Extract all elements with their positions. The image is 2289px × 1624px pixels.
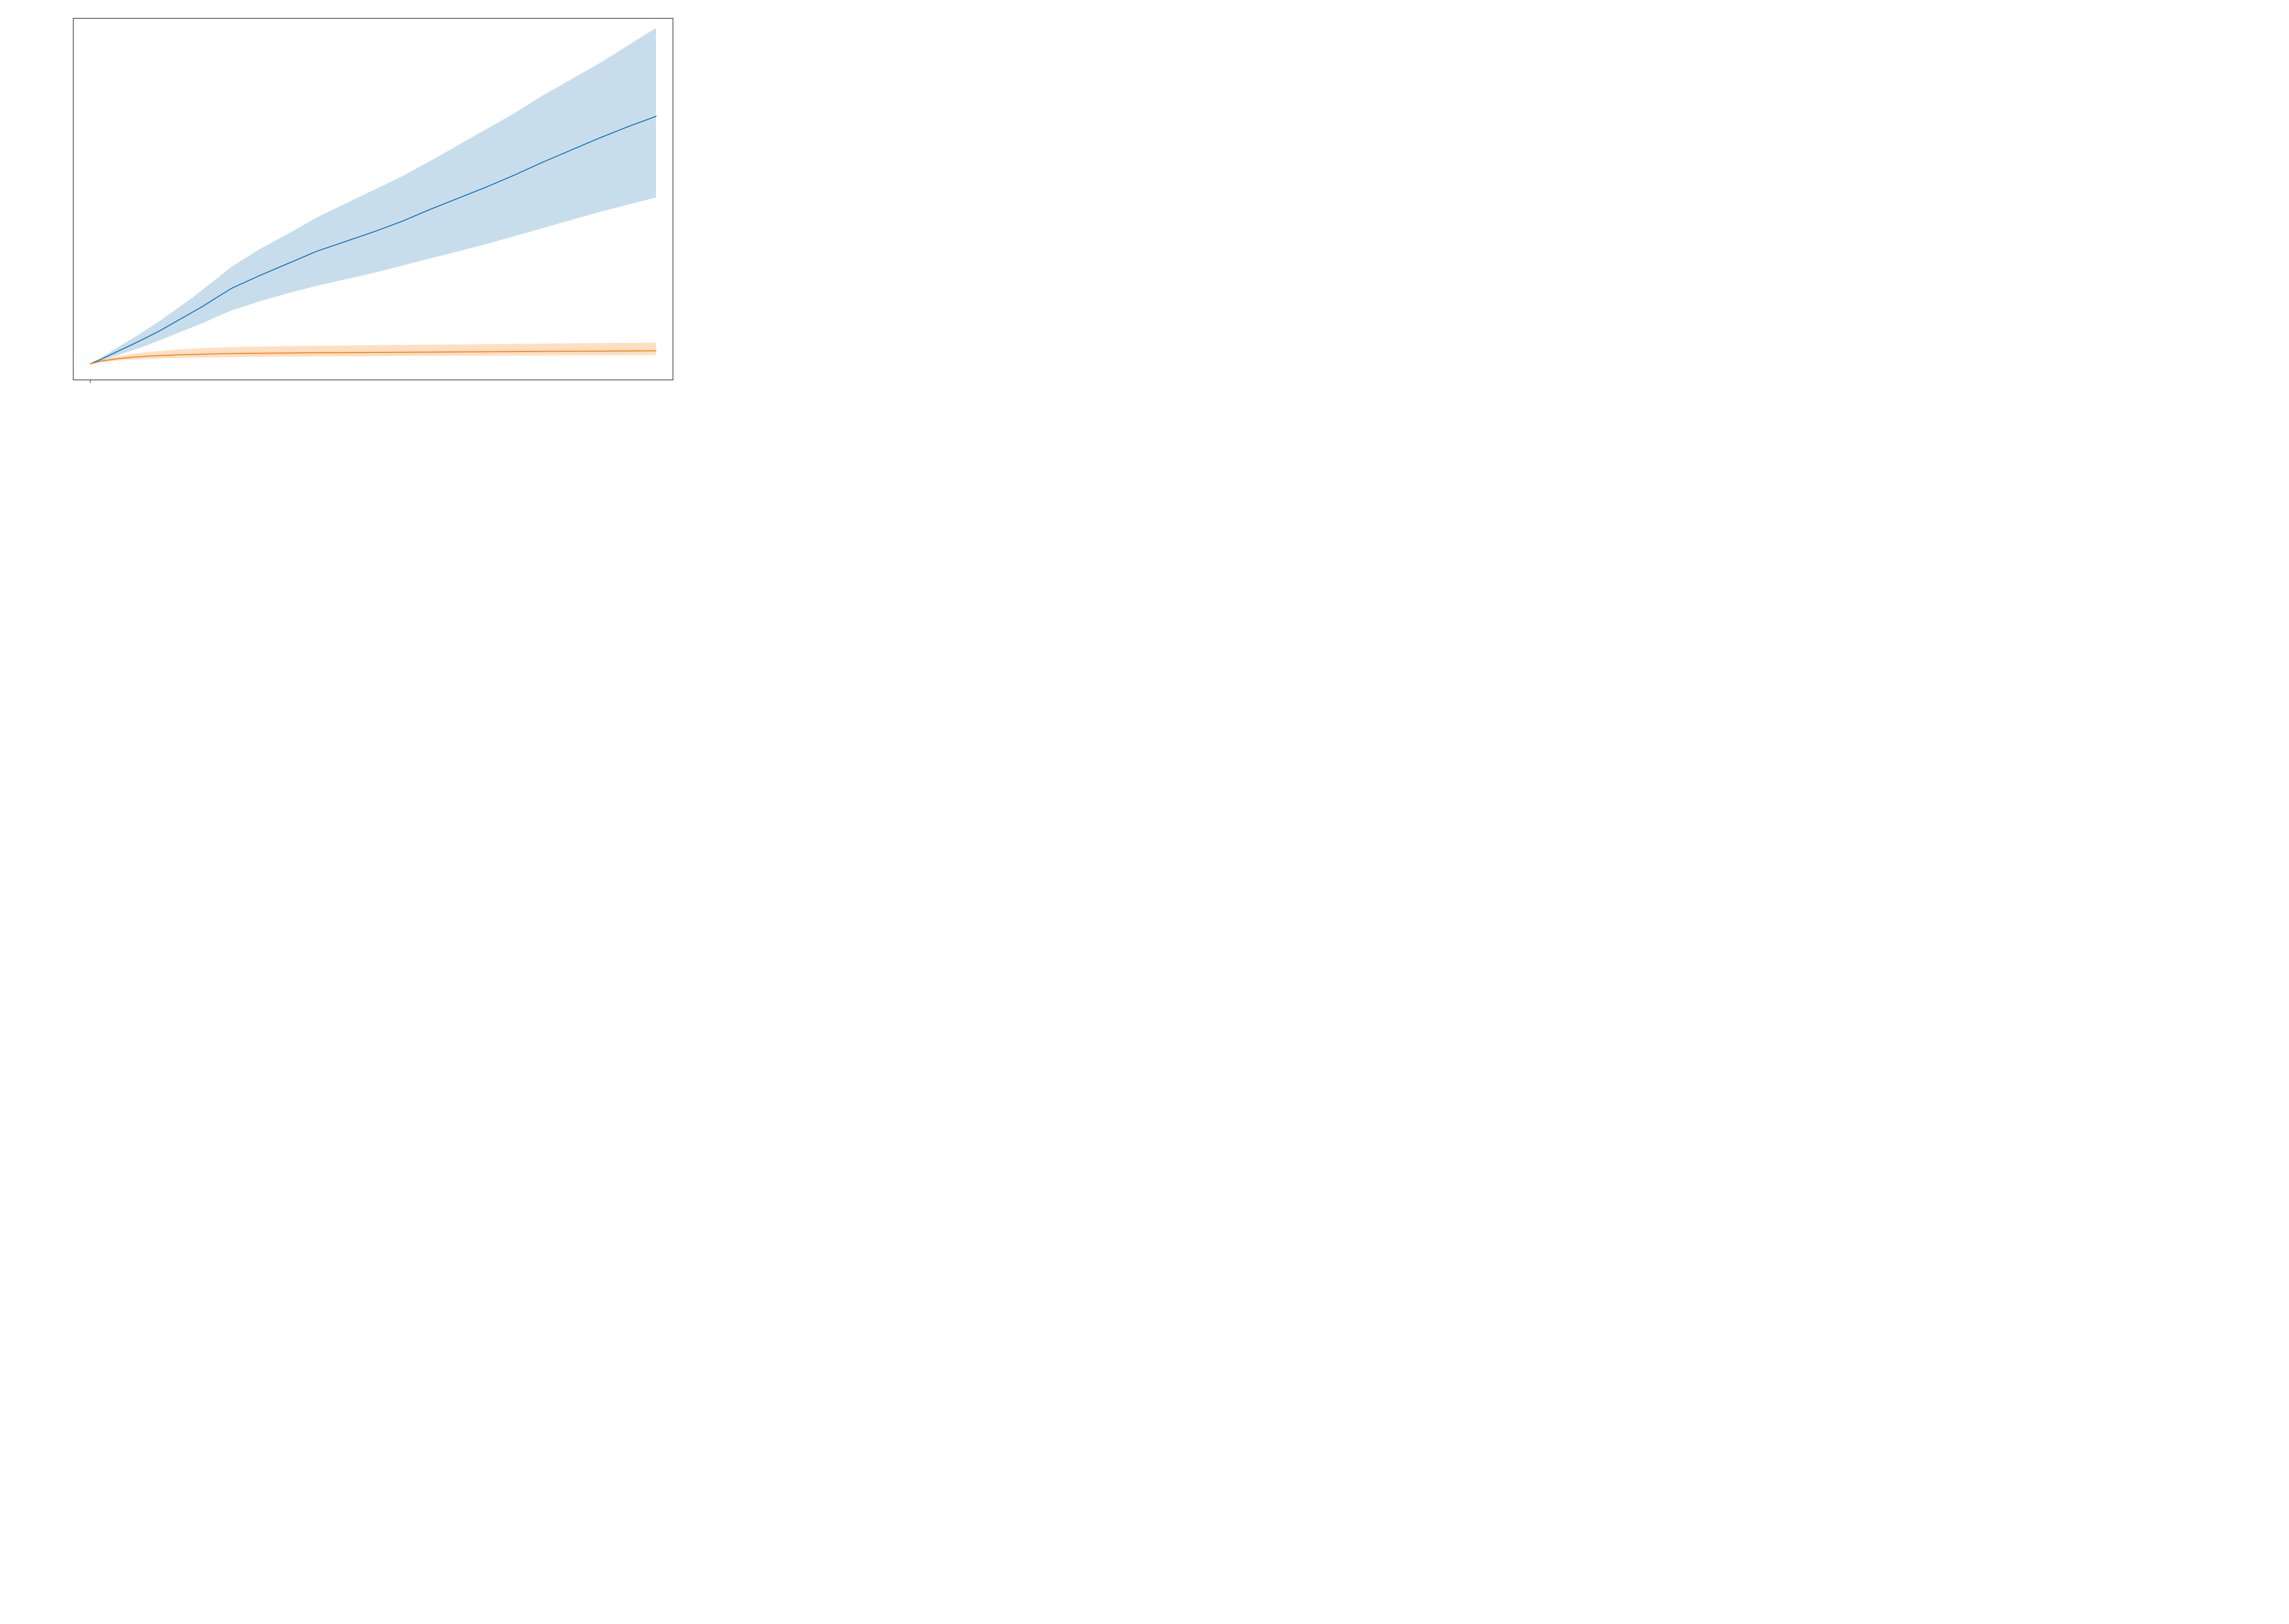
chart-svg	[9, 9, 687, 430]
collision-chart	[9, 9, 2280, 430]
